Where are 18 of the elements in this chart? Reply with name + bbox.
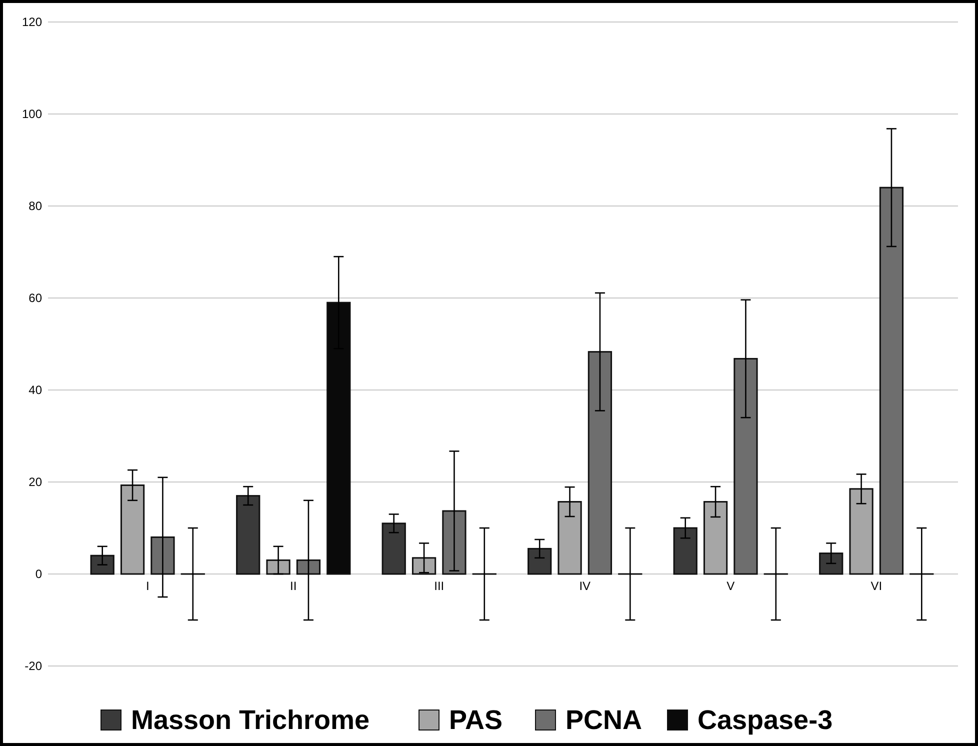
y-tick-label: -20 [24, 659, 42, 674]
legend-label: PAS [449, 705, 503, 735]
legend-label: Caspase-3 [698, 705, 833, 735]
x-tick-label: V [726, 579, 735, 593]
y-tick-label: 60 [28, 291, 42, 306]
y-tick-label: 80 [28, 199, 42, 214]
y-tick-label: 0 [35, 567, 42, 582]
x-tick-label: VI [870, 579, 882, 593]
y-tick-label: 20 [28, 475, 42, 490]
y-tick-label: 40 [28, 383, 42, 398]
x-tick-label: II [290, 579, 297, 593]
legend-label: PCNA [566, 705, 642, 735]
x-tick-label: III [434, 579, 444, 593]
legend-label: Masson Trichrome [131, 705, 370, 735]
y-tick-label: 100 [22, 107, 42, 122]
y-tick-label: 120 [22, 15, 42, 30]
x-tick-label: I [146, 579, 150, 593]
x-tick-label: IV [579, 579, 591, 593]
